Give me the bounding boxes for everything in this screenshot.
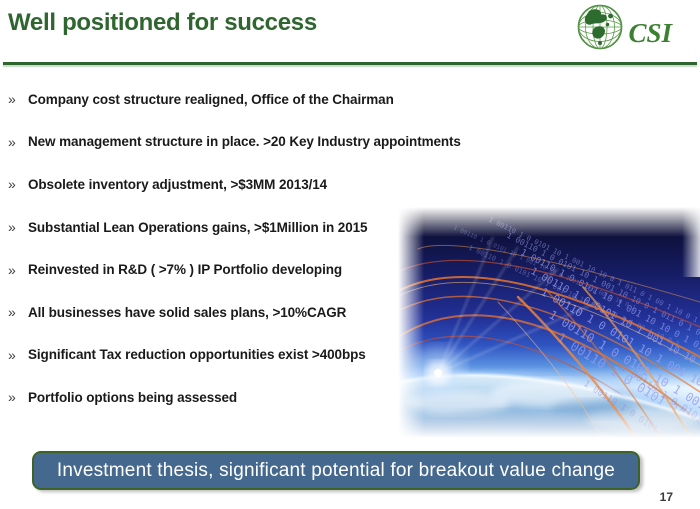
bullet-text: Reinvested in R&D ( >7% ) IP Portfolio d…: [28, 262, 343, 278]
investment-banner: Investment thesis, significant potential…: [32, 451, 640, 490]
bullet-marker: »: [8, 389, 16, 406]
bullet-item: » Significant Tax reduction opportunities…: [8, 334, 478, 377]
bullet-text: Obsolete inventory adjustment, >$3MM 201…: [28, 176, 328, 192]
page-number: 17: [659, 490, 673, 504]
bullet-item: » All businesses have solid sales plans, …: [8, 291, 478, 334]
bullet-item: » Portfolio options being assessed: [8, 376, 478, 419]
bullet-marker: »: [8, 304, 16, 321]
bullet-marker: »: [8, 176, 16, 193]
bullet-text: Significant Tax reduction opportunities …: [28, 347, 366, 363]
fade-top: [398, 207, 700, 237]
bullet-marker: »: [8, 219, 16, 236]
bullet-item: » Substantial Lean Operations gains, >$1M…: [8, 206, 478, 249]
bullet-text: Portfolio options being assessed: [28, 389, 238, 405]
logo-text: CSI: [628, 17, 672, 48]
bullet-item: » Obsolete inventory adjustment, >$3MM 20…: [8, 163, 478, 206]
logo: CSI: [576, 2, 672, 50]
bullet-text: Substantial Lean Operations gains, >$1Mi…: [28, 219, 368, 235]
fade-bottom: [398, 408, 700, 438]
banner-text: Investment thesis, significant potential…: [56, 459, 616, 481]
bullet-marker: »: [8, 346, 16, 363]
fade-left: [398, 207, 424, 438]
title-divider: [3, 62, 697, 65]
bullet-item: » Reinvested in R&D ( >7% ) IP Portfolio …: [8, 248, 478, 291]
bullet-marker: »: [8, 91, 16, 108]
bullet-item: » Company cost structure realigned, Offic…: [8, 78, 478, 121]
fade-right-top: [682, 207, 700, 277]
earth-binary-illustration: 1 00110 1 0 0101 10 1 001 10 10 0 1 011 …: [398, 207, 700, 438]
hero-image: 1 00110 1 0 0101 10 1 001 10 10 0 1 011 …: [398, 207, 700, 438]
bullet-marker: »: [8, 133, 16, 150]
page-title: Well positioned for success: [8, 9, 317, 36]
bullet-item: » New management structure in place. >20 …: [8, 121, 478, 164]
bullet-text: All businesses have solid sales plans, >…: [28, 304, 347, 320]
sun-glare: [412, 236, 599, 399]
bullet-list: » Company cost structure realigned, Offic…: [8, 78, 478, 419]
globe-icon: [578, 4, 623, 50]
bullet-text: Company cost structure realigned, Office…: [28, 91, 394, 107]
bullet-text: New management structure in place. >20 K…: [28, 134, 461, 150]
bullet-marker: »: [8, 261, 16, 278]
